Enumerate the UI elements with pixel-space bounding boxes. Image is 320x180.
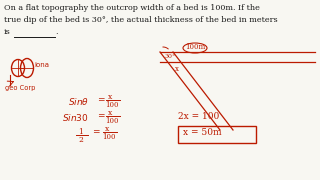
Text: $Sin\theta$: $Sin\theta$	[68, 96, 89, 107]
Text: 2x = 100: 2x = 100	[178, 112, 219, 121]
Text: true dip of the bed is 30°, the actual thickness of the bed in meters: true dip of the bed is 30°, the actual t…	[4, 16, 278, 24]
Text: 100: 100	[105, 117, 118, 125]
Text: x: x	[175, 65, 179, 73]
Text: 100: 100	[102, 133, 116, 141]
Text: =: =	[92, 128, 100, 137]
Text: =: =	[97, 96, 105, 105]
Text: On a flat topography the outcrop width of a bed is 100m. If the: On a flat topography the outcrop width o…	[4, 4, 260, 12]
Text: 2: 2	[78, 136, 83, 144]
Text: =: =	[97, 112, 105, 121]
Text: x: x	[108, 93, 112, 101]
Text: is: is	[4, 28, 11, 36]
Text: geo Corp: geo Corp	[5, 85, 36, 91]
Text: x: x	[108, 109, 112, 117]
Bar	[178, 126, 256, 143]
Text: x: x	[105, 125, 109, 133]
Text: 100: 100	[105, 101, 118, 109]
Text: 30°: 30°	[164, 54, 175, 59]
Text: $Sin30$: $Sin30$	[62, 112, 89, 123]
Text: .: .	[55, 28, 58, 36]
Text: 100m: 100m	[185, 43, 205, 51]
Text: 1: 1	[78, 128, 83, 136]
Text: x = 50m: x = 50m	[183, 128, 222, 137]
Text: iona: iona	[34, 62, 49, 68]
